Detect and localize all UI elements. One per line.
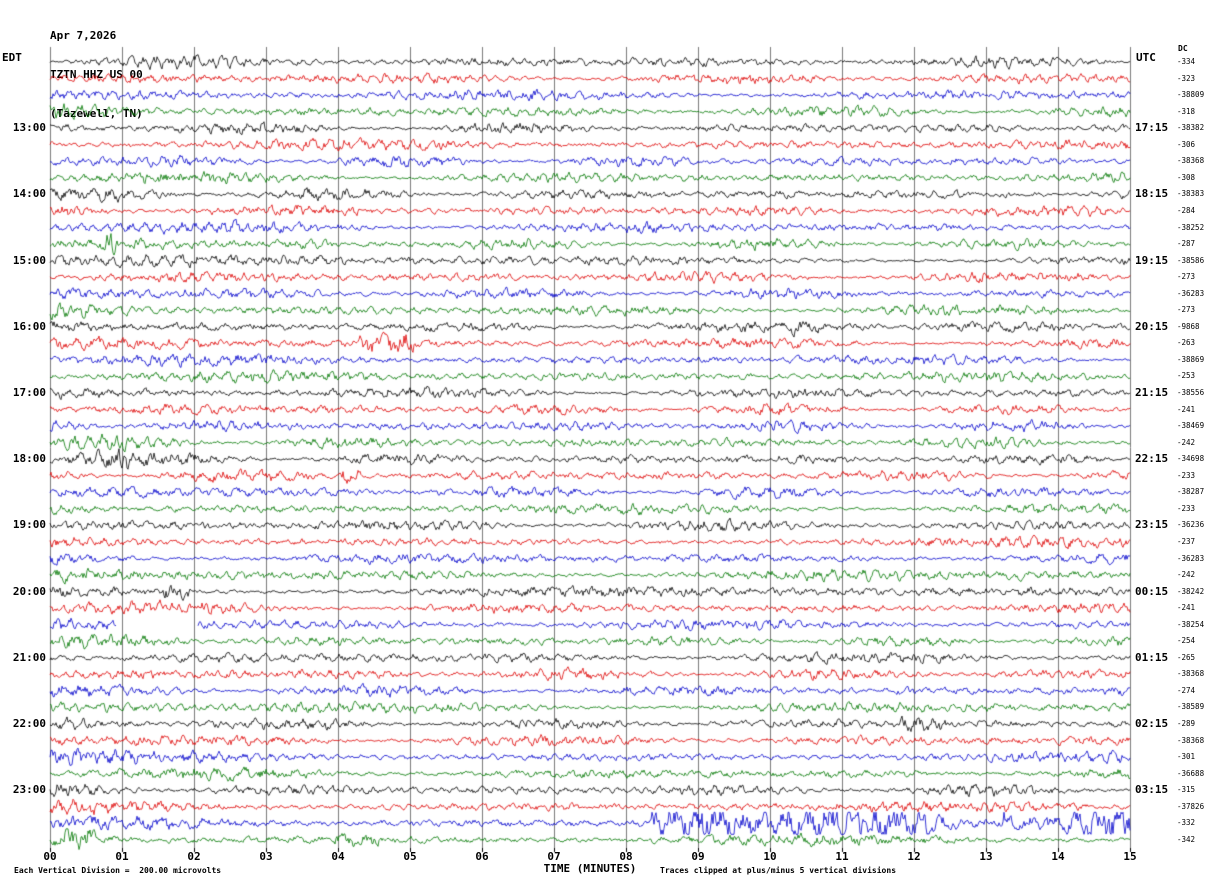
dc-offset-value: -9868 (1177, 321, 1200, 331)
dc-offset-value: -36283 (1177, 553, 1205, 563)
minute-label: 10 (763, 850, 777, 863)
right-hour-label: 17:15 (1135, 121, 1169, 135)
right-hour-label: 22:15 (1135, 452, 1169, 466)
dc-offset-value: -38586 (1177, 255, 1205, 265)
left-hour-label: 14:00 (12, 187, 46, 201)
left-hour-label: 18:00 (12, 452, 46, 466)
right-hour-label: 20:15 (1135, 319, 1169, 333)
left-hour-label: 23:00 (12, 783, 46, 797)
dc-offset-value: -263 (1177, 338, 1196, 348)
dc-offset-value: -38368 (1177, 156, 1205, 166)
dc-offset-value: -237 (1177, 536, 1196, 546)
dc-offset-value: -308 (1177, 172, 1196, 182)
right-hour-label: 18:15 (1135, 187, 1169, 201)
right-hour-label: 23:15 (1135, 518, 1169, 532)
dc-offset-value: -273 (1177, 272, 1196, 282)
dc-offset-value: -265 (1177, 652, 1196, 662)
dc-offset-value: -36283 (1177, 288, 1205, 298)
dc-offset-value: -289 (1177, 719, 1196, 728)
minute-label: 09 (691, 850, 705, 863)
dc-offset-value: -301 (1177, 752, 1196, 762)
dc-offset-value: -241 (1177, 404, 1196, 414)
dc-offset-value: -332 (1177, 818, 1196, 828)
dc-offset-value: -287 (1177, 239, 1196, 249)
minute-label: 13 (979, 850, 993, 863)
dc-offset-value: -38254 (1177, 619, 1205, 629)
dc-offset-value: -34698 (1177, 454, 1205, 464)
dc-offset-value: -36688 (1177, 768, 1205, 778)
dc-offset-value: -38809 (1177, 90, 1205, 100)
dc-offset-value: -38589 (1177, 702, 1205, 712)
minute-label: 11 (835, 850, 849, 863)
dc-offset-value: -323 (1177, 73, 1196, 83)
minute-label: 07 (547, 850, 561, 863)
dc-offset-value: -242 (1177, 570, 1196, 580)
dc-offset-value: -241 (1177, 603, 1196, 613)
right-hour-label: 19:15 (1135, 253, 1169, 267)
dc-offset-value: -38287 (1177, 487, 1205, 497)
minute-label: 12 (907, 850, 921, 863)
minute-label: 15 (1123, 850, 1137, 863)
minute-label: 02 (187, 850, 201, 863)
dc-offset-value: -36236 (1177, 520, 1205, 530)
left-hour-label: 15:00 (12, 253, 46, 267)
dc-offset-value: -306 (1177, 139, 1196, 149)
left-hour-label: 21:00 (12, 650, 46, 664)
dc-offset-value: -233 (1177, 503, 1196, 513)
dc-offset-value: -38368 (1177, 669, 1205, 679)
dc-offset-value: -342 (1177, 834, 1196, 844)
right-hour-label: 02:15 (1135, 717, 1169, 730)
dc-offset-value: -38869 (1177, 354, 1205, 364)
dc-offset-value: -38368 (1177, 735, 1205, 745)
right-hour-label: 01:15 (1135, 650, 1169, 664)
minute-label: 04 (331, 850, 345, 863)
x-axis-title: TIME (MINUTES) (543, 862, 637, 875)
dc-offset-value: -284 (1177, 205, 1196, 215)
left-hour-label: 22:00 (12, 717, 46, 730)
dc-offset-value: -37826 (1177, 801, 1205, 811)
minute-label: 14 (1051, 850, 1065, 863)
minute-label: 08 (619, 850, 633, 863)
minute-label: 03 (259, 850, 273, 863)
dc-offset-value: -273 (1177, 305, 1196, 315)
right-hour-label: 00:15 (1135, 584, 1169, 598)
left-hour-label: 19:00 (12, 518, 46, 532)
scale-note: Each Vertical Division = 200.00 microvol… (14, 866, 222, 875)
dc-offset-value: -38382 (1177, 123, 1205, 133)
left-hour-label: 20:00 (12, 584, 46, 598)
minute-label: 00 (43, 850, 57, 863)
dc-offset-value: -315 (1177, 785, 1196, 795)
minute-label: 05 (403, 850, 417, 863)
left-hour-label: 17:00 (12, 386, 46, 399)
clip-note: Traces clipped at plus/minus 5 vertical … (660, 866, 897, 875)
dc-offset-value: -38242 (1177, 586, 1205, 596)
dc-offset-value: -274 (1177, 685, 1196, 695)
left-hour-label: 13:00 (12, 121, 46, 135)
minute-label: 01 (115, 850, 129, 863)
dc-offset-value: -38383 (1177, 189, 1205, 199)
dc-offset-value: -253 (1177, 371, 1196, 381)
right-hour-label: 03:15 (1135, 783, 1169, 797)
right-hour-label: 21:15 (1135, 386, 1169, 399)
dc-offset-value: -242 (1177, 437, 1196, 447)
minute-label: 06 (475, 850, 489, 863)
dc-offset-value: -38469 (1177, 421, 1205, 431)
dc-offset-value: -318 (1177, 106, 1196, 116)
dc-offset-value: -233 (1177, 470, 1196, 480)
dc-offset-value: -38252 (1177, 222, 1205, 232)
left-hour-label: 16:00 (12, 319, 46, 333)
dc-offset-value: -254 (1177, 636, 1196, 646)
dc-offset-value: -334 (1177, 57, 1196, 66)
dc-offset-value: -38556 (1177, 388, 1205, 397)
